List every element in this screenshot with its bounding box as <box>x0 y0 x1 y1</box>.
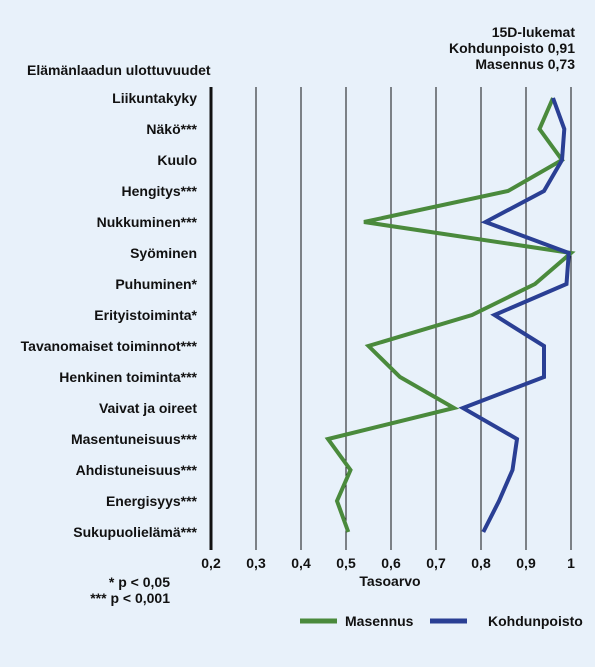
category-label: Liikuntakyky <box>112 90 197 106</box>
footnote: * p < 0,05 <box>109 574 170 590</box>
category-label: Puhuminen* <box>115 276 197 292</box>
x-tick-label: 1 <box>567 555 575 571</box>
x-tick-label: 0,8 <box>471 555 491 571</box>
series-line-masennus <box>324 97 576 533</box>
category-label: Nukkuminen*** <box>97 214 198 230</box>
x-tick-label: 0,6 <box>381 555 401 571</box>
category-label: Näkö*** <box>146 121 197 137</box>
x-tick-labels: 0,2 0,3 0,4 0,5 0,6 0,7 0,8 0,9 1 <box>201 555 575 571</box>
category-label: Syöminen <box>130 245 197 261</box>
legend: Masennus Kohdunpoisto <box>300 613 583 629</box>
category-label: Sukupuolielämä*** <box>73 524 197 540</box>
category-labels: Liikuntakyky Näkö*** Kuulo Hengitys*** Nukku… <box>21 90 198 540</box>
x-tick-label: 0,2 <box>201 555 221 571</box>
category-label: Masentuneisuus*** <box>71 431 198 447</box>
title-line: 15D-lukemat <box>492 24 576 40</box>
category-label: Ahdistuneisuus*** <box>76 462 198 478</box>
category-axis-title: Elämänlaadun ulottuvuudet <box>27 62 211 78</box>
category-label: Erityistoiminta* <box>94 307 197 323</box>
legend-label: Masennus <box>345 613 414 629</box>
footnote: *** p < 0,001 <box>90 590 170 606</box>
category-label: Hengitys*** <box>122 183 198 199</box>
category-label: Vaivat ja oireet <box>99 400 197 416</box>
x-tick-label: 0,9 <box>516 555 536 571</box>
category-label: Kuulo <box>157 152 197 168</box>
title-line: Masennus 0,73 <box>475 56 575 72</box>
x-axis-title: Tasoarvo <box>359 573 420 589</box>
x-tick-label: 0,4 <box>291 555 311 571</box>
category-label: Energisyys*** <box>106 493 198 509</box>
x-tick-label: 0,5 <box>336 555 356 571</box>
legend-label: Kohdunpoisto <box>488 613 583 629</box>
category-label: Tavanomaiset toiminnot*** <box>21 338 198 354</box>
category-label: Henkinen toiminta*** <box>59 369 197 385</box>
grid-lines <box>209 87 572 550</box>
title-line: Kohdunpoisto 0,91 <box>449 40 575 56</box>
footnotes: * p < 0,05*** p < 0,001 <box>90 574 170 606</box>
x-tick-label: 0,3 <box>246 555 266 571</box>
series-lines <box>324 97 576 533</box>
x-tick-label: 0,7 <box>426 555 446 571</box>
